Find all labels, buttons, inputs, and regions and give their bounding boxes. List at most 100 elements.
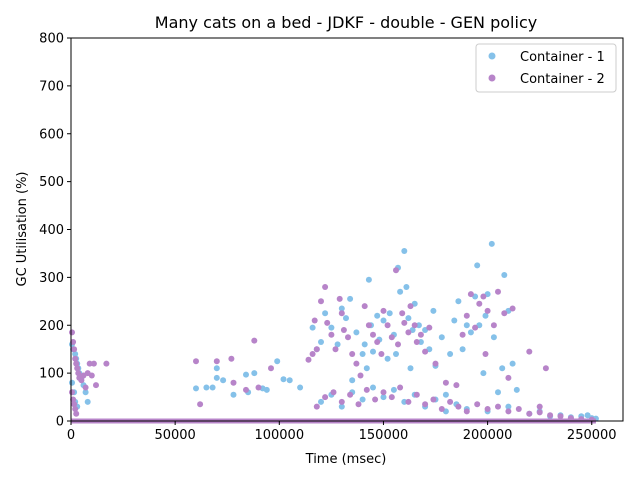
series-2-point (438, 406, 445, 412)
series-2-point (430, 396, 437, 403)
series-1-point (82, 389, 89, 396)
series-1-point (338, 403, 345, 410)
series-2-point (480, 293, 487, 300)
series-2-point (459, 331, 466, 338)
series-2-point (374, 339, 381, 345)
series-2-point (313, 403, 320, 410)
series-2-point (388, 394, 395, 401)
series-1-point (370, 384, 376, 391)
series-1-point (353, 329, 360, 336)
y-tick-label: 300 (39, 271, 64, 286)
series-2-point (69, 329, 75, 336)
series-1-point (309, 324, 316, 331)
series-2-point (73, 410, 80, 417)
series-2-point (318, 298, 324, 305)
y-tick-label: 100 (39, 367, 64, 382)
series-2-point (71, 401, 78, 408)
series-1-point (505, 403, 512, 410)
y-tick-label: 0 (56, 415, 64, 430)
series-2-point (482, 351, 489, 357)
series-2-point (70, 339, 77, 345)
series-1-point (482, 312, 489, 319)
legend-box (475, 43, 617, 93)
series-2-point (484, 307, 491, 314)
x-tick-label: 200000 (463, 428, 513, 443)
series-2-point (422, 348, 429, 355)
series-2-point (442, 379, 449, 386)
series-2-point (251, 337, 258, 344)
series-2-point (78, 377, 85, 384)
y-tick-label: 600 (39, 127, 64, 142)
series-1-point (343, 315, 349, 322)
series-2-point (345, 334, 351, 341)
series-1-point (415, 322, 422, 329)
series-2-point (536, 409, 543, 416)
x-tick-label: 100000 (254, 428, 304, 443)
series-1-point (359, 351, 366, 357)
series-2-point (213, 358, 220, 365)
series-2-point (417, 331, 424, 338)
series-1-point (480, 370, 487, 377)
series-1-point (338, 305, 345, 312)
series-1-point (322, 310, 329, 317)
series-1-point (318, 339, 324, 345)
series-2-point (305, 356, 312, 363)
series-2-point (311, 317, 318, 324)
series-1-point (459, 346, 466, 353)
series-1-point (297, 384, 304, 391)
series-2-point (82, 384, 89, 391)
series-2-point (268, 365, 274, 372)
y-tick-label: 800 (39, 32, 64, 47)
series-2-point (365, 322, 372, 329)
series-1-point (349, 377, 356, 384)
series-1-point (386, 310, 393, 317)
series-2-point (413, 339, 420, 345)
series-1-point (318, 398, 324, 405)
series-1-point (405, 315, 412, 322)
series-1-point (220, 377, 227, 384)
series-1-point (363, 365, 370, 372)
y-tick-label: 400 (39, 223, 64, 238)
series-2-point (526, 410, 533, 417)
series-1-point (209, 384, 216, 391)
series-2-point (72, 406, 79, 412)
y-axis-label: GC Utilisation (%) (15, 171, 30, 286)
series-1-point (361, 341, 368, 348)
legend-label-container-1: Container - 1 (520, 50, 605, 65)
series-1-point (451, 317, 458, 324)
series-1-point (274, 358, 281, 365)
series-1-point (251, 370, 258, 377)
x-tick-label: 0 (67, 428, 75, 443)
series-2-point (380, 307, 387, 314)
series-2-point (413, 391, 420, 398)
series-2-point (432, 360, 439, 367)
series-2-point (353, 360, 360, 367)
series-2-point (405, 329, 412, 336)
series-2-point (526, 348, 533, 355)
series-2-point (230, 379, 237, 386)
series-2-point (74, 365, 81, 372)
series-2-point (495, 403, 501, 410)
series-2-point (71, 346, 78, 353)
series-2-point (338, 310, 345, 317)
series-2-point (86, 360, 93, 367)
series-2-point (393, 267, 399, 274)
series-1-point (280, 376, 287, 383)
series-2-point (330, 389, 337, 396)
chart-title: Many cats on a bed - JDKF - double - GEN… (155, 13, 537, 32)
series-2-point (378, 351, 385, 357)
series-1-point (84, 398, 91, 405)
series-1-point (447, 351, 454, 357)
series-2-point (515, 406, 522, 412)
series-2-point (340, 327, 347, 333)
series-1-point (72, 351, 79, 357)
legend: Container - 1 Container - 2 (475, 43, 617, 93)
series-1-point (442, 391, 449, 398)
series-1-point (490, 334, 497, 341)
x-axis-label: Time (msec) (305, 452, 387, 467)
series-2-point (536, 403, 543, 410)
series-2-point (472, 324, 479, 331)
series-1-point (390, 386, 397, 393)
series-2-point (70, 396, 77, 403)
